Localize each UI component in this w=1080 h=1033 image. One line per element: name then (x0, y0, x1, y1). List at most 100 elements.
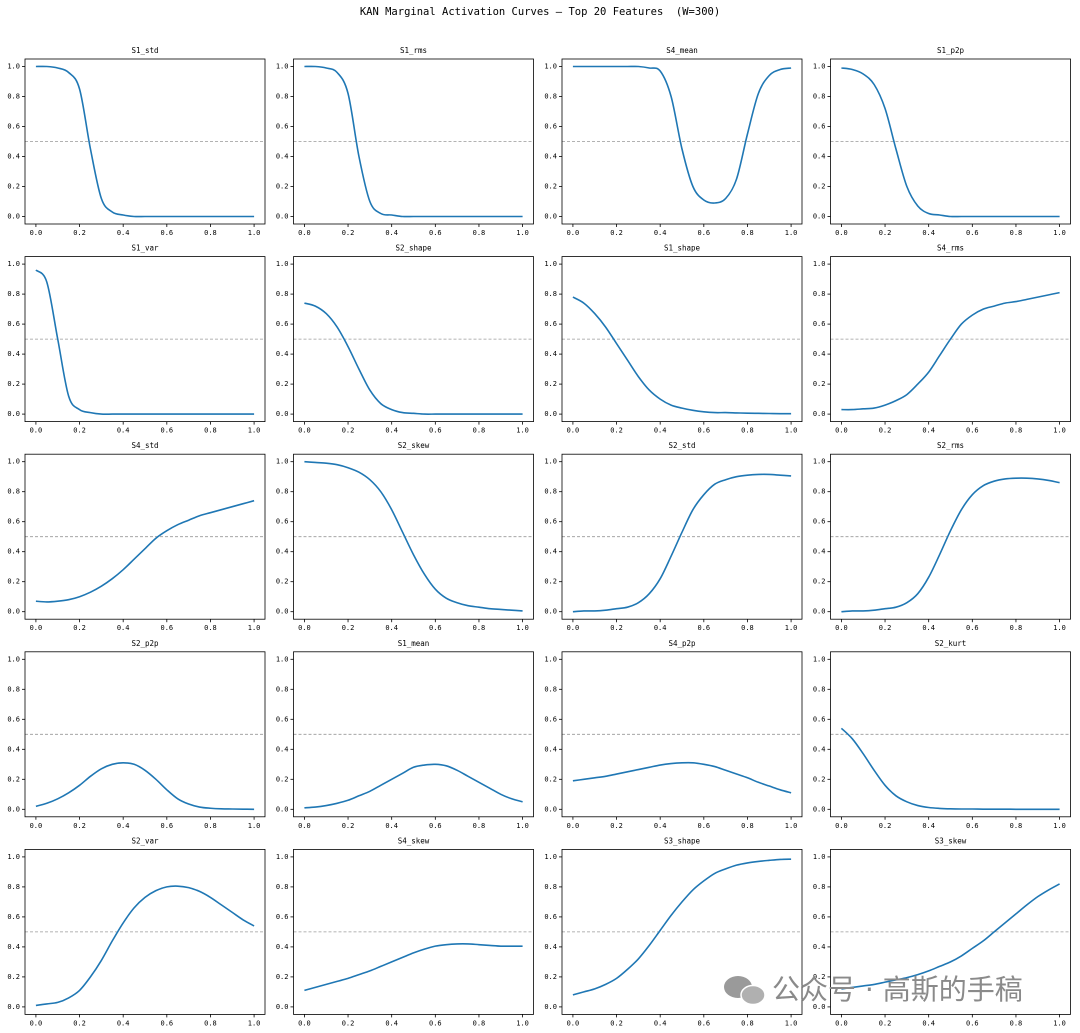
x-tick-label: 0.6 (697, 624, 710, 632)
plot-area (841, 883, 1060, 990)
x-tick-label: 0.2 (610, 229, 623, 237)
y-tick-label: 0.4 (813, 548, 826, 556)
x-tick-label: 0.6 (697, 229, 710, 237)
x-tick-label: 0.6 (966, 822, 979, 830)
x-tick-label: 0.8 (741, 229, 754, 237)
y-tick-label: 0.2 (276, 183, 289, 191)
x-tick-label: 0.4 (654, 624, 667, 632)
y-tick-label: 0.6 (276, 123, 289, 131)
x-tick-label: 1.0 (516, 427, 529, 435)
subplot-title: S1_p2p (937, 46, 965, 55)
subplot-title: S3_skew (935, 836, 967, 845)
x-tick-label: 0.0 (30, 624, 43, 632)
y-tick-label: 0.8 (7, 488, 20, 496)
x-tick-label: 1.0 (516, 624, 529, 632)
x-tick-label: 0.0 (298, 427, 311, 435)
x-tick-label: 0.0 (30, 229, 43, 237)
axes-frame (24, 651, 266, 818)
x-tick-label: 1.0 (248, 822, 261, 830)
activation-curve (841, 291, 1060, 411)
y-tick-label: 0.8 (7, 290, 20, 298)
y-tick-label: 1.0 (7, 458, 20, 466)
y-tick-label: 0.8 (276, 290, 289, 298)
x-tick-label: 0.6 (966, 624, 979, 632)
axes-frame (24, 849, 266, 1015)
y-tick-label: 1.0 (276, 458, 289, 466)
y-tick-label: 0.4 (7, 943, 20, 951)
axes-frame (830, 256, 1071, 423)
x-tick-label: 0.6 (429, 1019, 442, 1027)
y-tick-label: 0.2 (7, 183, 20, 191)
activation-curve (840, 727, 1060, 811)
y-tick-label: 0.4 (544, 745, 557, 753)
x-tick-label: 1.0 (248, 229, 261, 237)
y-tick-label: 1.0 (276, 853, 289, 861)
axes-frame (24, 58, 266, 225)
x-tick-label: 0.6 (697, 822, 710, 830)
x-tick-label: 0.8 (204, 1019, 217, 1027)
x-tick-label: 0.2 (73, 1019, 86, 1027)
x-tick-label: 0.6 (160, 427, 173, 435)
plot-area (35, 761, 255, 811)
y-tick-label: 0.8 (276, 488, 289, 496)
x-tick-label: 0.8 (1010, 822, 1023, 830)
x-tick-label: 0.8 (204, 427, 217, 435)
subplot-title: S2_kurt (935, 639, 967, 648)
x-tick-label: 0.2 (342, 1019, 355, 1027)
y-tick-label: 0.2 (544, 775, 557, 783)
y-tick-label: 0.0 (7, 410, 20, 418)
x-tick-label: 1.0 (785, 427, 798, 435)
axes-frame (24, 453, 266, 620)
activation-curve (572, 858, 792, 996)
x-tick-label: 0.4 (922, 822, 935, 830)
x-tick-label: 0.6 (966, 229, 979, 237)
y-tick-label: 0.6 (813, 913, 826, 921)
y-tick-label: 1.0 (813, 853, 826, 861)
y-tick-label: 0.0 (813, 410, 826, 418)
y-tick-label: 0.6 (7, 913, 20, 921)
x-tick-label: 0.2 (342, 624, 355, 632)
activation-curve (304, 763, 523, 809)
x-tick-label: 1.0 (516, 822, 529, 830)
subplot-title: S1_mean (398, 639, 430, 648)
x-tick-label: 0.8 (1010, 427, 1023, 435)
watermark-icon (724, 976, 766, 1006)
axes-frame (830, 849, 1071, 1015)
x-tick-label: 0.4 (385, 229, 398, 237)
y-tick-label: 0.2 (544, 973, 557, 981)
y-tick-label: 0.4 (7, 350, 20, 358)
x-tick-label: 1.0 (1053, 822, 1066, 830)
axes-frame (561, 651, 803, 818)
x-tick-label: 0.4 (922, 624, 935, 632)
subplot: S2_rms 0.0 0.2 0.4 0.6 0.8 1.0 0.0 0.2 0.4 0.6 0.8 1… (813, 441, 1071, 632)
x-tick-label: 1.0 (785, 229, 798, 237)
y-tick-label: 0.2 (544, 183, 557, 191)
x-tick-label: 0.4 (922, 1019, 935, 1027)
axes-frame (561, 849, 803, 1015)
y-tick-label: 0.8 (813, 488, 826, 496)
y-tick-label: 0.8 (544, 290, 557, 298)
y-tick-label: 0.4 (544, 548, 557, 556)
x-tick-label: 0.6 (429, 822, 442, 830)
y-tick-label: 0.0 (276, 410, 289, 418)
plot-area (572, 65, 792, 204)
x-tick-label: 0.0 (567, 624, 580, 632)
y-tick-label: 0.4 (813, 350, 826, 358)
x-tick-label: 1.0 (785, 1019, 798, 1027)
y-tick-label: 0.6 (813, 715, 826, 723)
x-tick-label: 1.0 (516, 229, 529, 237)
x-tick-label: 1.0 (1053, 1019, 1066, 1027)
x-tick-label: 0.8 (741, 1019, 754, 1027)
y-tick-label: 0.2 (7, 775, 20, 783)
axes-frame (293, 849, 534, 1015)
y-tick-label: 1.0 (813, 63, 826, 71)
x-tick-label: 0.4 (117, 229, 130, 237)
x-tick-label: 0.0 (298, 1019, 311, 1027)
x-tick-label: 0.4 (117, 624, 130, 632)
x-tick-label: 0.8 (741, 624, 754, 632)
subplot: S1_p2p 0.0 0.2 0.4 0.6 0.8 1.0 0.0 0.2 0.4 0.6 0.8 1… (813, 46, 1071, 237)
y-tick-label: 0.0 (544, 410, 557, 418)
x-tick-label: 0.0 (298, 229, 311, 237)
plot-area (35, 499, 255, 603)
y-tick-label: 0.0 (276, 213, 289, 221)
